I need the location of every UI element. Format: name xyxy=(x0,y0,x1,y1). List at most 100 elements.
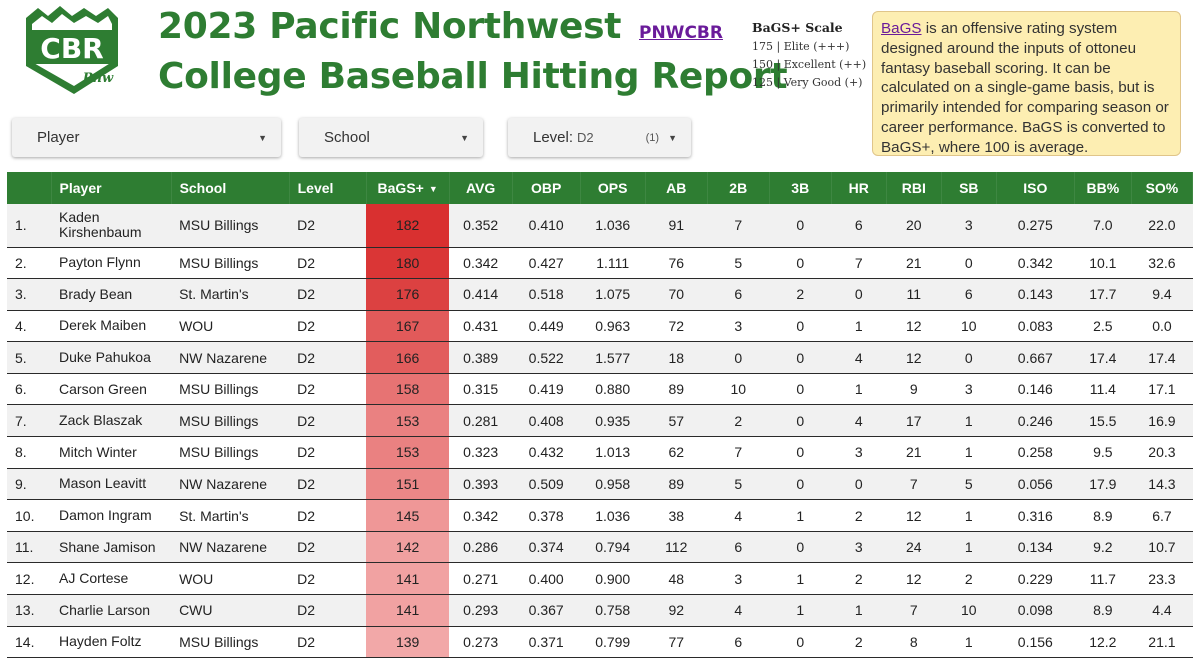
table-row: 14. Hayden Foltz MSU Billings D2 139 0.273 0.3… xyxy=(7,626,1193,658)
school-filter-dropdown[interactable]: School ▼ xyxy=(299,118,483,157)
table-row: 3. Brady Bean St. Martin's D2 176 0.414 0.518 1… xyxy=(7,278,1193,311)
cell-avg: 0.393 xyxy=(449,468,513,501)
cell-bb-pct: 11.7 xyxy=(1074,562,1132,596)
column-header-label: Level xyxy=(297,180,334,196)
cell-obp: 0.419 xyxy=(512,373,581,406)
cell-hr: 0 xyxy=(831,278,887,311)
column-header-bb-pct[interactable]: BB% xyxy=(1074,172,1132,204)
cell-iso: 0.342 xyxy=(996,247,1075,280)
cell-rbi: 12 xyxy=(886,499,942,532)
cell-player: Shane Jamison xyxy=(51,531,172,564)
column-header-obp[interactable]: OBP xyxy=(512,172,581,204)
cell-so-pct: 0.0 xyxy=(1131,310,1193,343)
column-header-hr[interactable]: HR xyxy=(831,172,887,204)
cell-bb-pct: 7.0 xyxy=(1074,204,1132,248)
cell-bb-pct: 10.1 xyxy=(1074,247,1132,280)
column-header-rank[interactable] xyxy=(7,172,52,204)
column-header-triples[interactable]: 3B xyxy=(769,172,832,204)
cell-ops: 0.935 xyxy=(580,404,646,438)
column-header-so-pct[interactable]: SO% xyxy=(1131,172,1194,204)
cell-bb-pct: 17.9 xyxy=(1074,468,1132,501)
column-header-label: BB% xyxy=(1086,180,1120,196)
cell-so-pct: 10.7 xyxy=(1131,531,1193,564)
column-header-bags-plus[interactable]: BaGS+ ▼ xyxy=(366,172,450,204)
cell-triples: 0 xyxy=(769,373,832,406)
cell-school: MSU Billings xyxy=(171,404,290,438)
player-filter-dropdown[interactable]: Player ▼ xyxy=(12,118,281,157)
cell-ops: 1.111 xyxy=(580,247,646,280)
cell-iso: 0.056 xyxy=(996,468,1075,501)
column-header-rbi[interactable]: RBI xyxy=(886,172,942,204)
column-header-label: 2B xyxy=(729,180,748,196)
cell-doubles: 7 xyxy=(707,204,770,248)
cell-bags-plus: 180 xyxy=(366,247,450,280)
cell-iso: 0.246 xyxy=(996,404,1075,438)
school-filter-label: School xyxy=(324,129,370,146)
cell-school: MSU Billings xyxy=(171,626,290,658)
cell-so-pct: 6.7 xyxy=(1131,499,1193,532)
level-filter-dropdown[interactable]: Level: D2 (1) ▼ xyxy=(508,118,691,157)
column-header-ops[interactable]: OPS xyxy=(580,172,646,204)
column-header-iso[interactable]: ISO xyxy=(996,172,1075,204)
bags-info-box: BaGS is an offensive rating system desig… xyxy=(872,11,1181,156)
column-header-sb[interactable]: SB xyxy=(941,172,997,204)
cell-rank: 14. xyxy=(7,626,52,658)
cell-bb-pct: 12.2 xyxy=(1074,626,1132,658)
cell-bags-plus: 151 xyxy=(366,468,450,501)
cell-school: NW Nazarene xyxy=(171,341,290,374)
cell-doubles: 6 xyxy=(707,278,770,311)
column-header-label: OPS xyxy=(597,180,628,196)
cell-ab: 77 xyxy=(645,626,708,658)
player-filter-label: Player xyxy=(37,129,80,146)
cell-doubles: 10 xyxy=(707,373,770,406)
cell-hr: 4 xyxy=(831,404,887,438)
cell-doubles: 7 xyxy=(707,436,770,469)
cell-rbi: 17 xyxy=(886,404,942,438)
cell-obp: 0.371 xyxy=(512,626,581,658)
column-header-avg[interactable]: AVG xyxy=(449,172,513,204)
cell-doubles: 2 xyxy=(707,404,770,438)
cell-rbi: 12 xyxy=(886,562,942,596)
column-header-doubles[interactable]: 2B xyxy=(707,172,770,204)
cell-rbi: 21 xyxy=(886,436,942,469)
cell-obp: 0.427 xyxy=(512,247,581,280)
cell-rank: 6. xyxy=(7,373,52,406)
cell-school: WOU xyxy=(171,562,290,596)
cell-rank: 13. xyxy=(7,594,52,627)
table-row: 10. Damon Ingram St. Martin's D2 145 0.342 0.3… xyxy=(7,499,1193,532)
cell-rank: 12. xyxy=(7,562,52,596)
cell-bb-pct: 11.4 xyxy=(1074,373,1132,406)
cell-bb-pct: 17.4 xyxy=(1074,341,1132,374)
cell-hr: 1 xyxy=(831,373,887,406)
cell-triples: 0 xyxy=(769,468,832,501)
cell-rbi: 12 xyxy=(886,341,942,374)
cell-hr: 1 xyxy=(831,310,887,343)
cell-so-pct: 21.1 xyxy=(1131,626,1193,658)
cell-bb-pct: 2.5 xyxy=(1074,310,1132,343)
cell-ab: 112 xyxy=(645,531,708,564)
cell-bags-plus: 141 xyxy=(366,562,450,596)
cell-bags-plus: 166 xyxy=(366,341,450,374)
bags-term-link[interactable]: BaGS xyxy=(881,20,922,37)
column-header-label: OBP xyxy=(531,180,562,196)
cell-sb: 0 xyxy=(941,341,997,374)
cell-sb: 0 xyxy=(941,247,997,280)
column-header-label: HR xyxy=(848,180,869,196)
scale-line-very-good: 125 | Very Good (+) xyxy=(752,76,863,89)
column-header-player[interactable]: Player xyxy=(51,172,172,204)
column-header-label: SO% xyxy=(1145,180,1179,196)
cell-iso: 0.134 xyxy=(996,531,1075,564)
column-header-ab[interactable]: AB xyxy=(645,172,708,204)
column-header-level[interactable]: Level xyxy=(289,172,367,204)
column-header-school[interactable]: School xyxy=(171,172,290,204)
cell-so-pct: 4.4 xyxy=(1131,594,1193,627)
table-row: 1. Kaden Kirshenbaum MSU Billings D2 182 0.35… xyxy=(7,204,1193,248)
table-body: 1. Kaden Kirshenbaum MSU Billings D2 182 0.35… xyxy=(7,204,1193,658)
level-filter-value: D2 xyxy=(577,130,594,145)
cell-bags-plus: 158 xyxy=(366,373,450,406)
cell-ab: 92 xyxy=(645,594,708,627)
cell-rank: 5. xyxy=(7,341,52,374)
cell-school: St. Martin's xyxy=(171,499,290,532)
column-header-label: ISO xyxy=(1023,180,1048,196)
pnwcbr-link[interactable]: PNWCBR xyxy=(639,23,723,43)
